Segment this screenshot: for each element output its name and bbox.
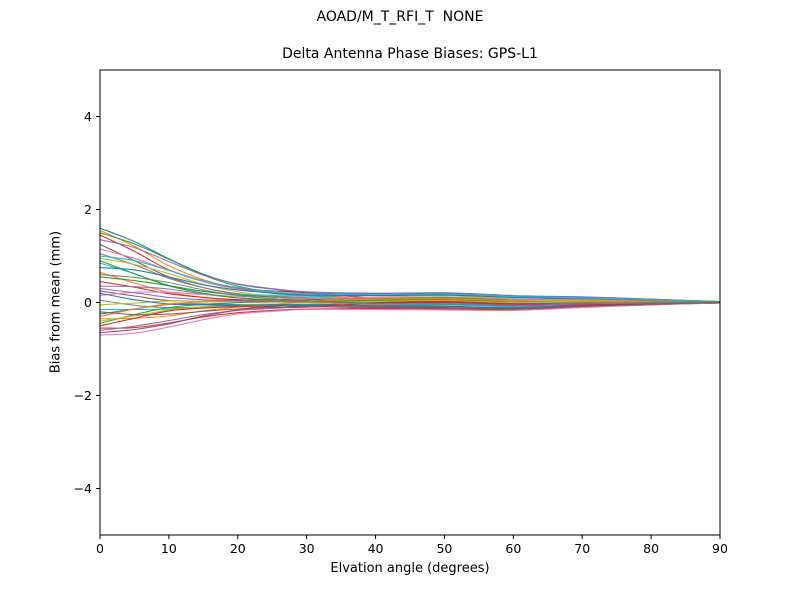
series-line-line-27	[100, 302, 720, 336]
series-line-line-30	[100, 255, 720, 303]
x-tick-label: 0	[96, 541, 104, 556]
series-line-line-35	[100, 288, 720, 306]
y-tick-label: 0	[84, 295, 92, 310]
x-tick-label: 60	[505, 541, 521, 556]
y-tick-label: 2	[84, 202, 92, 217]
x-tick-label: 80	[643, 541, 659, 556]
x-tick-label: 90	[712, 541, 728, 556]
x-tick-label: 40	[368, 541, 384, 556]
series-line-line-01	[100, 227, 720, 303]
x-tick-label: 30	[299, 541, 315, 556]
x-tick-label: 50	[436, 541, 452, 556]
y-axis-label: Bias from mean (mm)	[48, 230, 64, 374]
series-line-line-05	[100, 239, 720, 303]
x-tick-label: 70	[574, 541, 590, 556]
series-line-line-17	[100, 291, 720, 304]
x-axis-label: Elvation angle (degrees)	[330, 561, 490, 576]
y-tick-label: −4	[74, 481, 92, 496]
y-tick-label: 4	[84, 109, 92, 124]
x-tick-label: 20	[230, 541, 246, 556]
figure-suptitle: AOAD/M_T_RFI_T NONE	[316, 9, 484, 25]
series-group	[100, 227, 720, 336]
series-line-line-36	[100, 301, 720, 316]
x-tick-label: 10	[161, 541, 177, 556]
y-tick-label: −2	[74, 388, 92, 403]
axes-title: Delta Antenna Phase Biases: GPS-L1	[282, 46, 538, 62]
